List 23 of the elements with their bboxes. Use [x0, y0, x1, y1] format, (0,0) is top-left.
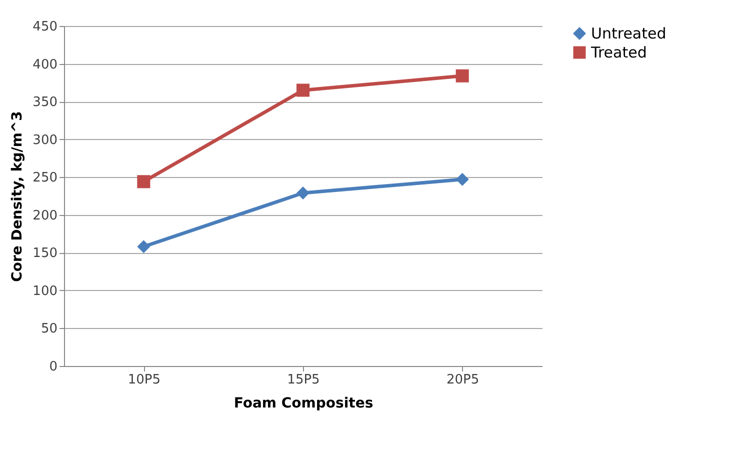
- legend-label: Untreated: [591, 24, 666, 42]
- point: [137, 240, 150, 254]
- y-tick-label: 150: [32, 246, 58, 262]
- y-tick-label: 200: [32, 208, 58, 224]
- point: [296, 186, 310, 200]
- y-tick-label: 50: [40, 322, 58, 337]
- y-tick-label: 100: [32, 284, 58, 299]
- x-axis-title: Foam Composites: [234, 396, 374, 412]
- point: [456, 69, 469, 82]
- y-tick-label: 400: [32, 57, 58, 72]
- legend-label: Treated: [590, 44, 647, 62]
- x-tick-label: 15P5: [287, 372, 320, 388]
- y-tick-label: 300: [32, 132, 58, 148]
- y-tick-label: 450: [32, 20, 58, 34]
- point: [456, 172, 469, 186]
- y-tick-label: 0: [49, 360, 58, 374]
- y-axis-title: Core Density, kg/m^3: [10, 111, 26, 282]
- y-tick-label: 350: [32, 95, 58, 110]
- x-tick-label: 10P5: [128, 372, 160, 388]
- y-tick-label: 250: [32, 170, 58, 186]
- point: [137, 175, 150, 188]
- x-tick-label: 20P5: [446, 372, 480, 388]
- point: [296, 84, 310, 97]
